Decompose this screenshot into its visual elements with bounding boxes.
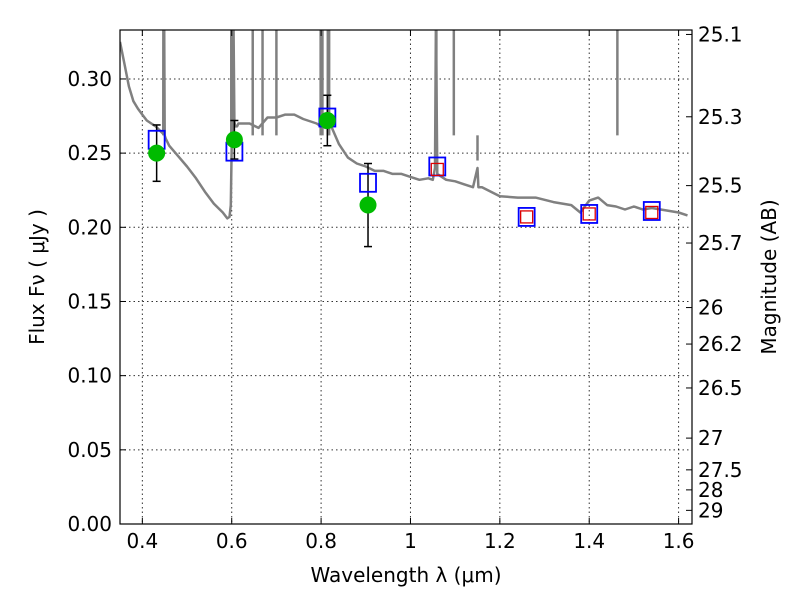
y-axis-label: Flux Fν ( μJy ) [25, 209, 49, 345]
x-tick-label: 0.8 [305, 529, 337, 553]
axis-ticks: 0.4 0.6 0.8 1 1.2 1.4 1.6 0.00 0.05 0.10 0.15 0.20 0… [67, 22, 742, 553]
x-tick-label: 1.2 [484, 529, 516, 553]
plot-frame [119, 29, 693, 525]
right-tick-label: 26.2 [698, 332, 743, 356]
plot-area [120, 30, 688, 220]
x-tick-label: 1 [404, 529, 417, 553]
model-photometry-square [580, 204, 599, 224]
x-tick-label: 1.4 [573, 529, 605, 553]
model-spectrum [120, 30, 688, 220]
y-tick-label: 0.25 [67, 141, 112, 165]
y-tick-label: 0.05 [67, 438, 112, 462]
y-axis-label-right: Magnitude (AB) [757, 199, 781, 354]
nir-photometry-square [582, 207, 596, 221]
x-tick-label: 1.6 [663, 529, 695, 553]
right-tick-label: 25.1 [698, 22, 743, 46]
y-tick-label: 0.30 [67, 67, 112, 91]
x-tick-label: 0.4 [126, 529, 158, 553]
y-tick-label: 0.00 [67, 512, 112, 536]
y-tick-label: 0.15 [67, 289, 112, 313]
y-tick-label: 0.10 [67, 364, 112, 388]
nir-photometry-square [430, 162, 444, 177]
model-photometry-square [642, 201, 661, 221]
grid [120, 30, 692, 525]
right-tick-label: 27.5 [698, 458, 743, 482]
right-tick-label: 26 [698, 296, 723, 320]
right-tick-label: 27 [698, 426, 723, 450]
right-tick-label: 25.5 [698, 174, 743, 198]
nir-photometry-square [520, 210, 534, 224]
observed-point [359, 196, 377, 214]
right-tick-label: 28 [698, 478, 723, 502]
right-tick-label: 26.5 [698, 376, 743, 400]
y-tick-label: 0.20 [67, 215, 112, 239]
x-axis-label: Wavelength λ (μm) [310, 563, 501, 587]
right-tick-label: 25.7 [698, 231, 743, 255]
model-photometry-square [517, 207, 536, 227]
right-tick-label: 29 [698, 498, 723, 522]
model-photometry-square [359, 172, 377, 193]
observed-point [318, 111, 336, 129]
nir-photometry-square [645, 205, 659, 220]
observed-point [148, 144, 166, 162]
x-tick-label: 0.6 [216, 529, 248, 553]
observed-point [225, 131, 243, 149]
spectrum-line [120, 30, 688, 220]
photometry-markers [147, 94, 661, 248]
right-tick-label: 25.3 [698, 105, 743, 129]
